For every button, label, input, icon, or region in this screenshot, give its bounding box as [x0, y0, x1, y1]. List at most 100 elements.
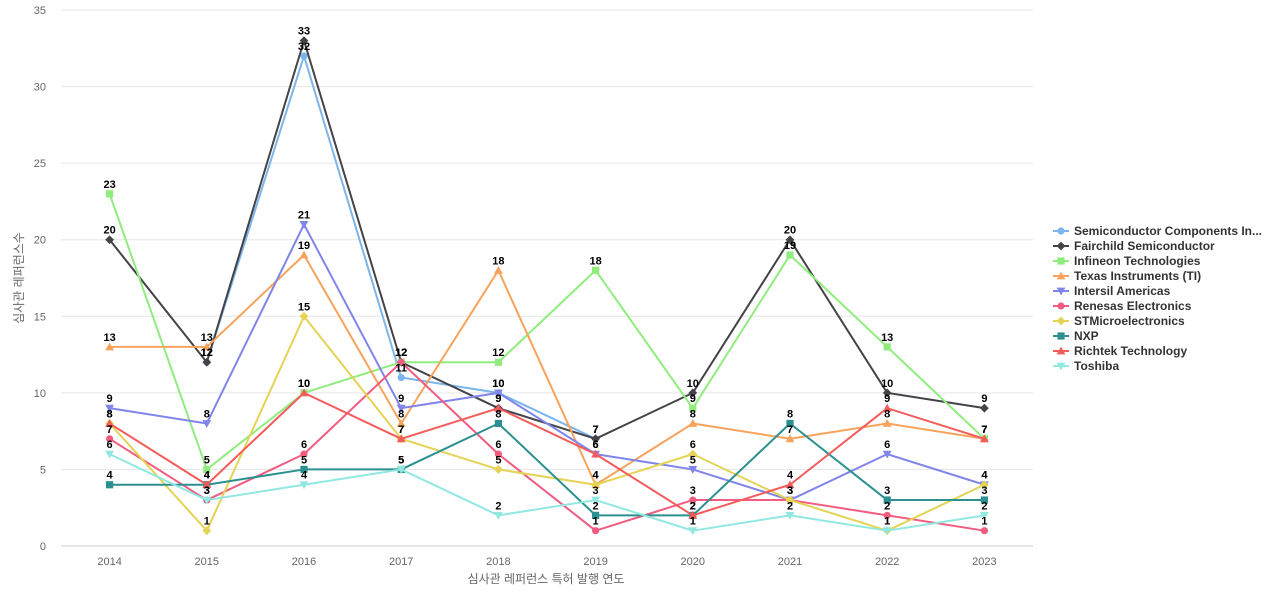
legend-label[interactable]: STMicroelectronics — [1074, 314, 1185, 328]
data-point[interactable] — [785, 480, 795, 489]
series-line[interactable] — [109, 254, 985, 486]
data-point[interactable] — [592, 527, 600, 535]
series-8[interactable] — [105, 388, 989, 519]
data-point[interactable] — [396, 404, 406, 413]
legend-marker[interactable] — [1057, 332, 1065, 340]
data-point[interactable] — [592, 266, 600, 274]
data-point[interactable] — [494, 358, 502, 366]
data-point[interactable] — [106, 190, 114, 198]
data-point[interactable] — [688, 449, 698, 459]
series-line[interactable] — [108, 315, 985, 532]
data-point[interactable] — [202, 496, 212, 505]
series-0[interactable] — [203, 52, 600, 443]
data-point[interactable] — [980, 496, 988, 504]
series-9[interactable] — [105, 450, 989, 536]
data-point[interactable] — [299, 36, 309, 46]
series-line[interactable] — [109, 223, 985, 502]
legend-item[interactable]: Toshiba — [1053, 359, 1119, 373]
series-line[interactable] — [205, 54, 597, 440]
data-point[interactable] — [882, 527, 892, 536]
data-point[interactable] — [785, 235, 795, 245]
data-point[interactable] — [105, 419, 114, 427]
legend-label[interactable]: NXP — [1074, 329, 1099, 343]
data-point[interactable] — [105, 450, 114, 459]
data-point[interactable] — [883, 496, 891, 504]
data-point[interactable] — [689, 404, 697, 412]
data-point[interactable] — [396, 466, 406, 474]
data-point[interactable] — [300, 450, 308, 458]
data-point[interactable] — [299, 221, 309, 229]
data-point[interactable] — [882, 450, 892, 459]
data-point[interactable] — [785, 511, 795, 520]
legend-marker[interactable] — [1057, 257, 1065, 265]
series-line[interactable] — [109, 361, 985, 532]
data-point[interactable] — [883, 343, 891, 351]
legend-item[interactable]: Renesas Electronics — [1053, 299, 1192, 313]
data-point[interactable] — [980, 511, 989, 520]
data-point[interactable] — [299, 388, 309, 397]
data-point[interactable] — [688, 388, 698, 398]
legend-marker[interactable] — [1057, 227, 1065, 235]
legend-label[interactable]: Intersil Americas — [1074, 284, 1171, 298]
series-line[interactable] — [108, 193, 986, 471]
data-point[interactable] — [202, 480, 212, 489]
data-point[interactable] — [591, 449, 600, 458]
data-point[interactable] — [592, 511, 600, 519]
legend[interactable]: Semiconductor Components In...Fairchild … — [1053, 224, 1262, 373]
data-point[interactable] — [689, 496, 697, 504]
data-point[interactable] — [202, 526, 212, 536]
data-point[interactable] — [785, 495, 795, 505]
data-point[interactable] — [105, 342, 114, 351]
data-point[interactable] — [106, 435, 114, 443]
data-point[interactable] — [688, 466, 698, 474]
data-point[interactable] — [397, 358, 405, 366]
data-point[interactable] — [882, 403, 892, 412]
data-point[interactable] — [980, 527, 989, 535]
legend-item[interactable]: NXP — [1053, 329, 1099, 343]
data-point[interactable] — [494, 450, 502, 458]
legend-item[interactable]: Infineon Technologies — [1053, 254, 1201, 268]
data-point[interactable] — [591, 496, 600, 505]
legend-marker[interactable] — [1056, 287, 1066, 296]
legend-label[interactable]: Fairchild Semiconductor — [1074, 239, 1215, 253]
legend-marker[interactable] — [1056, 316, 1066, 326]
data-point[interactable] — [883, 511, 891, 519]
data-point[interactable] — [300, 52, 308, 60]
data-point[interactable] — [396, 419, 406, 427]
data-point[interactable] — [494, 265, 503, 274]
data-point[interactable] — [980, 403, 989, 413]
legend-item[interactable]: Fairchild Semiconductor — [1053, 239, 1215, 253]
legend-marker[interactable] — [1056, 346, 1066, 355]
legend-item[interactable]: Texas Instruments (TI) — [1053, 269, 1201, 283]
data-point[interactable] — [105, 404, 114, 413]
data-point[interactable] — [591, 434, 600, 444]
legend-item[interactable]: Intersil Americas — [1053, 284, 1171, 298]
data-point[interactable] — [980, 434, 989, 443]
legend-item[interactable]: STMicroelectronics — [1053, 314, 1185, 328]
data-point[interactable] — [299, 250, 309, 259]
legend-label[interactable]: Richtek Technology — [1074, 344, 1187, 358]
data-point[interactable] — [785, 434, 795, 443]
data-point[interactable] — [494, 419, 502, 428]
data-point[interactable] — [202, 420, 212, 428]
data-point[interactable] — [494, 511, 503, 520]
legend-label[interactable]: Renesas Electronics — [1074, 299, 1192, 313]
data-point[interactable] — [494, 403, 503, 412]
data-point[interactable] — [396, 434, 406, 443]
data-point[interactable] — [688, 510, 698, 519]
legend-marker[interactable] — [1056, 241, 1066, 251]
series-3[interactable] — [105, 250, 989, 489]
data-point[interactable] — [786, 251, 794, 259]
data-point[interactable] — [882, 388, 892, 398]
data-point[interactable] — [688, 527, 698, 536]
legend-label[interactable]: Texas Instruments (TI) — [1074, 269, 1201, 283]
legend-marker[interactable] — [1056, 271, 1066, 280]
data-point[interactable] — [591, 480, 600, 490]
data-point[interactable] — [202, 357, 212, 367]
data-point[interactable] — [882, 419, 892, 427]
legend-item[interactable]: Semiconductor Components In... — [1053, 224, 1262, 238]
data-point[interactable] — [202, 342, 212, 351]
data-point[interactable] — [980, 480, 989, 490]
data-point[interactable] — [494, 465, 503, 474]
series-line[interactable] — [109, 453, 985, 532]
